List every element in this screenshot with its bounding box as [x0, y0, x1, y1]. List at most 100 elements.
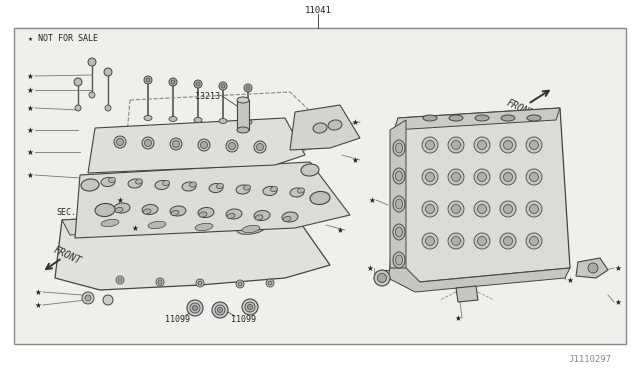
Circle shape [198, 281, 202, 285]
Circle shape [254, 141, 266, 153]
Circle shape [529, 173, 538, 182]
Ellipse shape [163, 180, 170, 186]
Circle shape [75, 105, 81, 111]
Ellipse shape [194, 118, 202, 122]
Ellipse shape [236, 185, 250, 194]
Circle shape [244, 84, 252, 92]
Circle shape [529, 141, 538, 150]
Text: ★: ★ [337, 225, 344, 234]
Ellipse shape [254, 211, 270, 221]
Circle shape [103, 295, 113, 305]
Circle shape [200, 141, 207, 148]
Circle shape [500, 137, 516, 153]
Circle shape [451, 205, 461, 214]
Circle shape [171, 80, 175, 84]
Text: 11099: 11099 [232, 315, 257, 324]
Ellipse shape [244, 119, 252, 125]
Text: FRONT: FRONT [52, 244, 83, 266]
Circle shape [374, 270, 390, 286]
Ellipse shape [393, 196, 405, 212]
Circle shape [193, 305, 198, 311]
Text: 11041: 11041 [305, 6, 332, 15]
Ellipse shape [101, 219, 119, 227]
Ellipse shape [182, 182, 196, 191]
Bar [14, 28, 626, 344]
Ellipse shape [283, 217, 291, 222]
Ellipse shape [393, 140, 405, 156]
Circle shape [500, 233, 516, 249]
Ellipse shape [190, 222, 218, 232]
Circle shape [268, 281, 272, 285]
Circle shape [451, 141, 461, 150]
Circle shape [218, 308, 223, 312]
Ellipse shape [109, 177, 115, 183]
Text: ★: ★ [566, 276, 573, 285]
Text: FRONT: FRONT [504, 97, 536, 119]
Polygon shape [75, 162, 350, 238]
Circle shape [526, 169, 542, 185]
Circle shape [504, 237, 513, 246]
Circle shape [105, 105, 111, 111]
Text: ★: ★ [454, 314, 461, 323]
Circle shape [378, 273, 387, 282]
Text: ★: ★ [27, 170, 33, 180]
Circle shape [146, 78, 150, 82]
Ellipse shape [475, 115, 489, 121]
Polygon shape [456, 286, 478, 302]
Circle shape [144, 76, 152, 84]
Ellipse shape [282, 212, 298, 222]
Text: ★: ★ [27, 103, 33, 112]
Polygon shape [394, 108, 560, 130]
Circle shape [194, 80, 202, 88]
Circle shape [426, 173, 435, 182]
Circle shape [448, 201, 464, 217]
Ellipse shape [423, 115, 437, 121]
Text: 13213: 13213 [195, 92, 220, 100]
Circle shape [448, 137, 464, 153]
Circle shape [170, 138, 182, 150]
Ellipse shape [298, 188, 305, 193]
Circle shape [426, 237, 435, 246]
Ellipse shape [189, 182, 196, 187]
Circle shape [477, 205, 486, 214]
Text: ★ NOT FOR SALE: ★ NOT FOR SALE [28, 33, 98, 42]
Text: ★: ★ [369, 196, 376, 205]
Text: ★: ★ [367, 263, 373, 273]
Circle shape [221, 84, 225, 88]
Ellipse shape [271, 186, 278, 192]
Circle shape [169, 78, 177, 86]
Polygon shape [88, 118, 305, 173]
Circle shape [104, 68, 112, 76]
Ellipse shape [171, 211, 179, 216]
Circle shape [212, 302, 228, 318]
Circle shape [426, 141, 435, 150]
Circle shape [215, 305, 225, 315]
Polygon shape [55, 208, 330, 290]
Circle shape [474, 137, 490, 153]
Circle shape [422, 137, 438, 153]
Ellipse shape [396, 255, 403, 265]
Ellipse shape [396, 227, 403, 237]
Circle shape [187, 300, 203, 316]
Circle shape [196, 279, 204, 287]
Circle shape [529, 205, 538, 214]
Circle shape [118, 278, 122, 282]
Ellipse shape [242, 225, 260, 232]
Text: SEC.130: SEC.130 [56, 208, 91, 217]
Text: ★: ★ [132, 224, 138, 232]
Circle shape [526, 137, 542, 153]
Circle shape [85, 295, 91, 301]
Ellipse shape [527, 115, 541, 121]
Ellipse shape [198, 208, 214, 218]
Ellipse shape [393, 168, 405, 184]
Ellipse shape [396, 143, 403, 153]
Ellipse shape [449, 115, 463, 121]
Ellipse shape [81, 179, 99, 191]
Polygon shape [62, 208, 295, 235]
Ellipse shape [255, 215, 263, 220]
Ellipse shape [237, 224, 265, 234]
Text: J1110297: J1110297 [568, 356, 611, 365]
Text: 11099: 11099 [166, 315, 191, 324]
Ellipse shape [143, 209, 151, 214]
Circle shape [529, 237, 538, 246]
